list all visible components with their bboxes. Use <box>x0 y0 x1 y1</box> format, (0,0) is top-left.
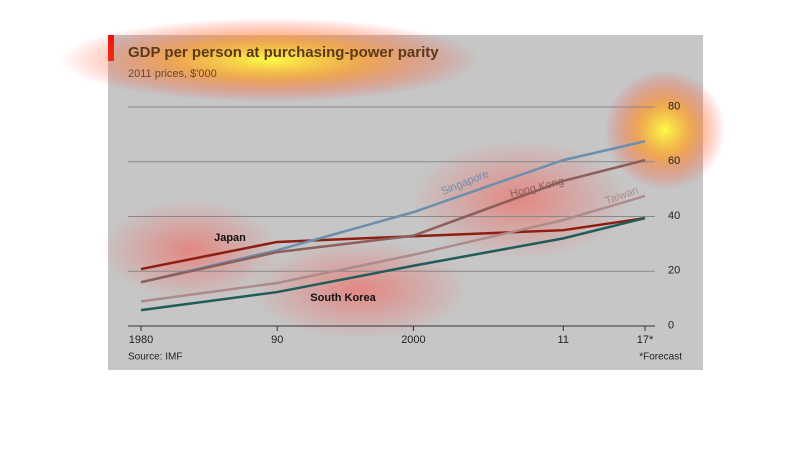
series-line <box>140 216 646 312</box>
y-tick-label: 60 <box>668 155 680 167</box>
x-tick-label: 11 <box>558 334 569 346</box>
x-tick-label: 2000 <box>401 334 425 346</box>
series-line <box>140 158 646 284</box>
y-tick-label: 80 <box>668 100 680 112</box>
heat-blob <box>410 140 630 260</box>
y-tick-label: 20 <box>668 265 680 277</box>
heat-blob <box>605 70 725 190</box>
x-tick-label: 90 <box>271 334 283 346</box>
x-tick-label: 1980 <box>129 334 153 346</box>
series-label: Japan <box>214 232 246 244</box>
note: *Forecast <box>639 352 682 363</box>
series-label: South Korea <box>310 292 376 304</box>
x-tick-label: 17* <box>637 334 654 346</box>
y-tick-label: 40 <box>668 210 680 222</box>
series-line <box>140 194 646 303</box>
heat-blob <box>100 200 280 300</box>
y-tick-label: 0 <box>668 319 674 331</box>
chart-title: GDP per person at purchasing-power parit… <box>128 44 439 61</box>
heat-blob <box>60 18 480 102</box>
chart-subtitle: 2011 prices, $'000 <box>128 68 217 80</box>
source: Source: IMF <box>128 352 182 363</box>
